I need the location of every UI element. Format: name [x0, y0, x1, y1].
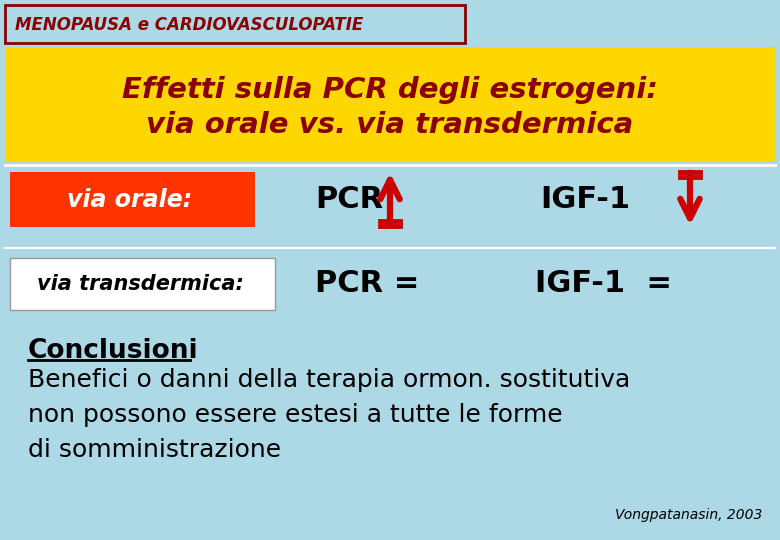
Text: IGF-1: IGF-1 — [540, 186, 630, 214]
Bar — [10, 258, 275, 310]
Bar — [10, 172, 255, 227]
Text: via orale vs. via transdermica: via orale vs. via transdermica — [147, 111, 633, 139]
Text: Effetti sulla PCR degli estrogeni:: Effetti sulla PCR degli estrogeni: — [122, 76, 658, 104]
Text: via orale:: via orale: — [67, 188, 193, 212]
Text: non possono essere estesi a tutte le forme: non possono essere estesi a tutte le for… — [28, 403, 562, 427]
Text: MENOPAUSA e CARDIOVASCULOPATIE: MENOPAUSA e CARDIOVASCULOPATIE — [15, 16, 363, 34]
Text: IGF-1  =: IGF-1 = — [535, 269, 672, 299]
Text: via transdermica:: via transdermica: — [37, 274, 243, 294]
Text: Conclusioni: Conclusioni — [28, 338, 199, 364]
Text: PCR: PCR — [315, 186, 383, 214]
Text: Vongpatanasin, 2003: Vongpatanasin, 2003 — [615, 508, 762, 522]
Bar — [5, 47, 775, 162]
Bar — [5, 5, 465, 43]
Text: PCR =: PCR = — [315, 269, 420, 299]
Text: Benefici o danni della terapia ormon. sostitutiva: Benefici o danni della terapia ormon. so… — [28, 368, 630, 392]
Text: di somministrazione: di somministrazione — [28, 438, 281, 462]
